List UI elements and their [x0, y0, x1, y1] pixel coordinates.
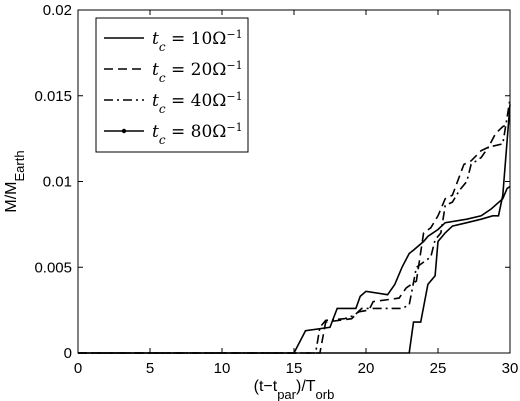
legend-label-3: tc = 40Ω−1: [152, 90, 243, 117]
series-line-1: [78, 185, 511, 354]
x-tick-label: 0: [74, 360, 82, 377]
legend: tc = 10Ω−1 tc = 20Ω−1 tc = 40Ω−1 tc = 80Ω−1: [95, 17, 249, 153]
y-tick-label: 0.01: [43, 174, 72, 191]
legend-marker: [121, 128, 127, 134]
series-line-2: [78, 122, 511, 354]
series-line-4: [78, 104, 511, 354]
y-tick-label: 0.005: [34, 259, 72, 276]
x-tick-label: 20: [358, 360, 375, 377]
x-tick-label: 15: [286, 360, 303, 377]
x-tick-label: 10: [214, 360, 231, 377]
legend-label-2: tc = 20Ω−1: [152, 59, 243, 86]
x-tick-label: 25: [430, 360, 447, 377]
x-axis-label: (t−tpar)/Torb: [254, 378, 335, 401]
series-layer: [78, 99, 511, 354]
x-tick-label: 30: [502, 360, 519, 377]
x-tick-label: 5: [146, 360, 154, 377]
y-tick-label: 0: [64, 345, 72, 362]
y-tick-label: 0.02: [43, 2, 72, 19]
y-tick-label: 0.015: [34, 88, 72, 105]
legend-label-1: tc = 10Ω−1: [152, 28, 243, 55]
y-axis-label: M/MEarth: [3, 150, 27, 212]
legend-box: [95, 17, 249, 153]
ticks-layer: 0 5 10 15 20 25 30 0 0.005 0.01 0.015 0.02: [34, 2, 518, 377]
series-line-3: [78, 99, 511, 354]
legend-label-4: tc = 80Ω−1: [152, 121, 243, 148]
